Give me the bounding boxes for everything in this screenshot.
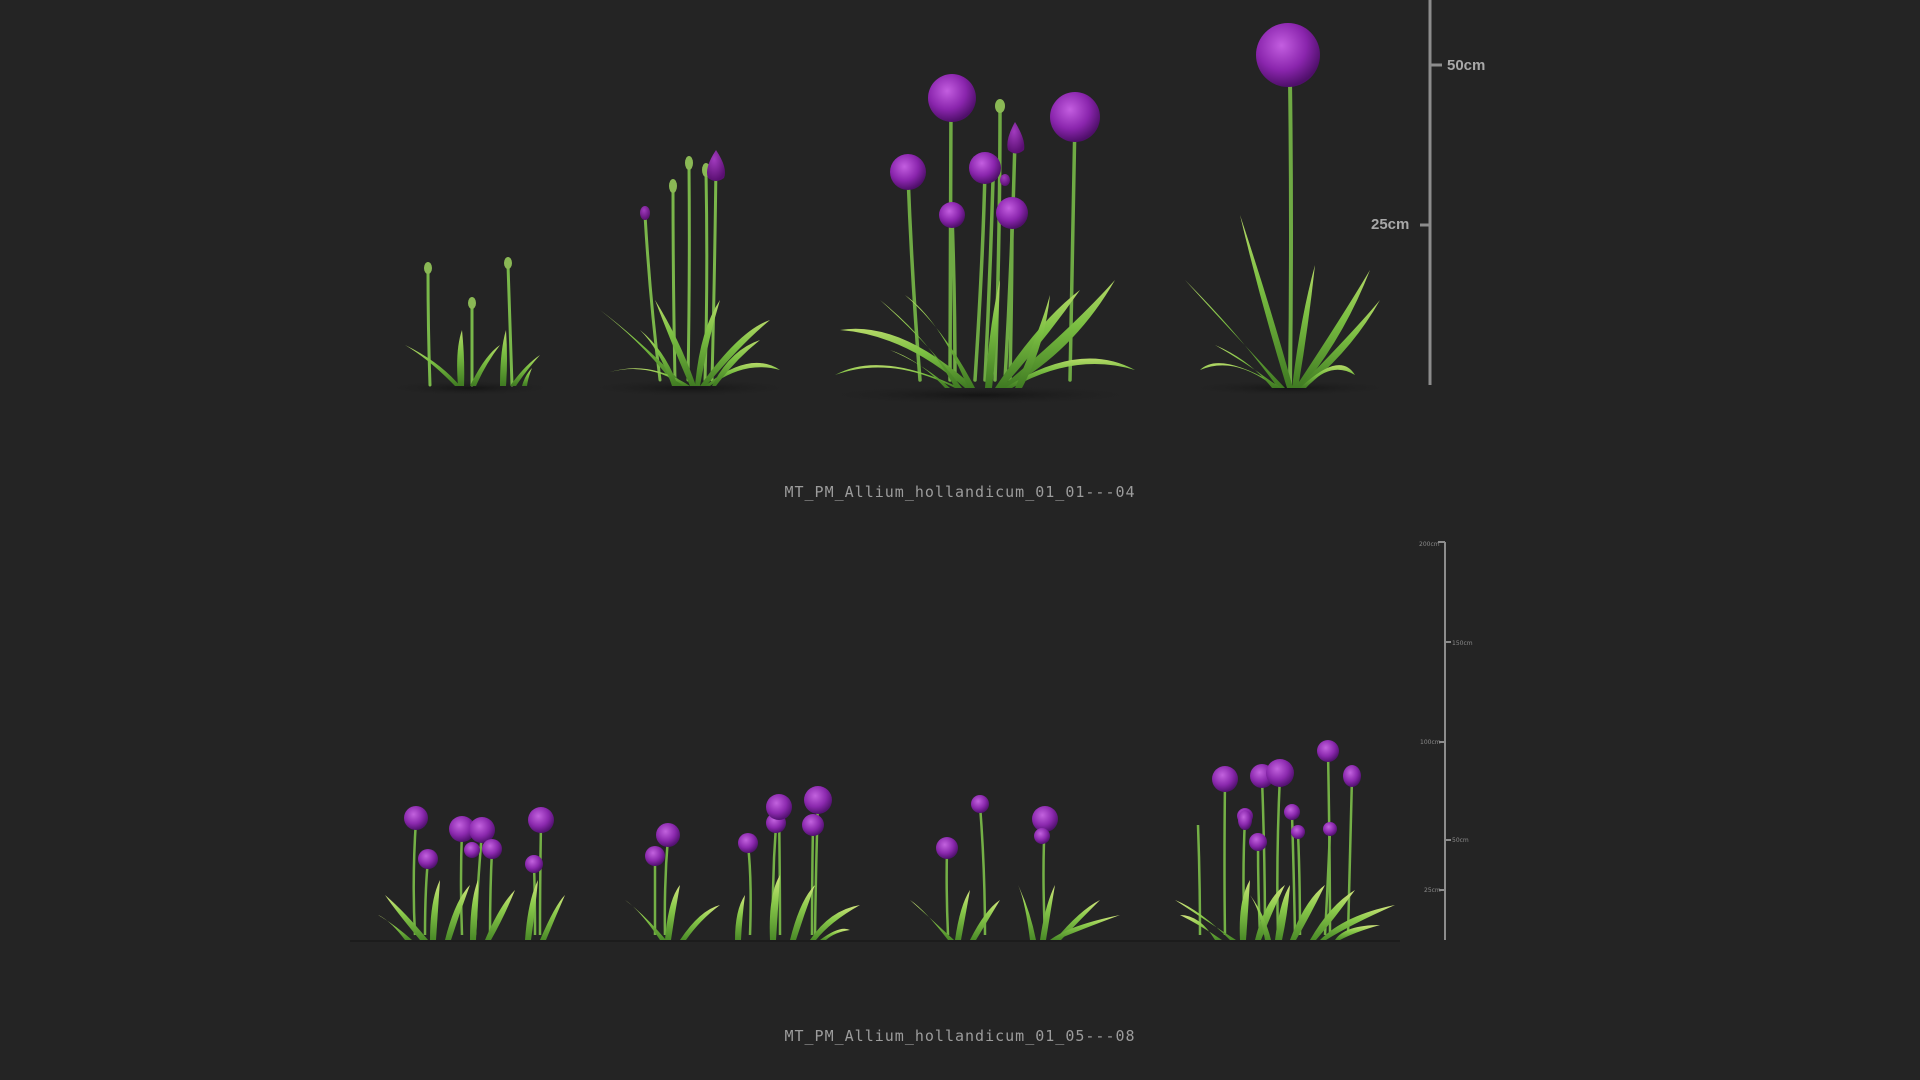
plant-7: [910, 795, 1120, 940]
top-plant-scene: 50cm 25cm: [380, 0, 1485, 405]
bottom-panel: 200cm 150cm 100cm 50cm 25cm MT_PM_Allium…: [0, 540, 1920, 1080]
scale-label-100cm: 100cm: [1420, 739, 1441, 746]
plant-6: [625, 786, 860, 940]
scale-label-25cm-small: 25cm: [1424, 887, 1441, 894]
plant-1: [380, 257, 560, 396]
bottom-caption: MT_PM_Allium_hollandicum_01_05---08: [784, 1027, 1136, 1045]
scale-label-25cm: 25cm: [1371, 216, 1409, 233]
plant-2: [580, 150, 800, 397]
plant-4: [1180, 23, 1400, 396]
top-panel: 50cm 25cm MT_PM_Allium_hollandicum_01_01…: [380, 0, 1485, 501]
plant-8: [1175, 740, 1395, 940]
scale-label-50cm: 50cm: [1447, 57, 1485, 74]
plant-5: [378, 806, 565, 940]
scale-label-150cm: 150cm: [1452, 640, 1473, 647]
bottom-plant-scene: 200cm 150cm 100cm 50cm 25cm: [350, 541, 1473, 942]
scale-bar-bottom: 200cm 150cm 100cm 50cm 25cm: [1419, 541, 1473, 940]
scale-label-50cm-small: 50cm: [1452, 837, 1469, 844]
scale-label-200cm: 200cm: [1419, 541, 1440, 548]
scale-bar-top: 50cm 25cm: [1371, 0, 1485, 385]
plant-3: [810, 74, 1150, 405]
top-caption: MT_PM_Allium_hollandicum_01_01---04: [784, 483, 1136, 501]
